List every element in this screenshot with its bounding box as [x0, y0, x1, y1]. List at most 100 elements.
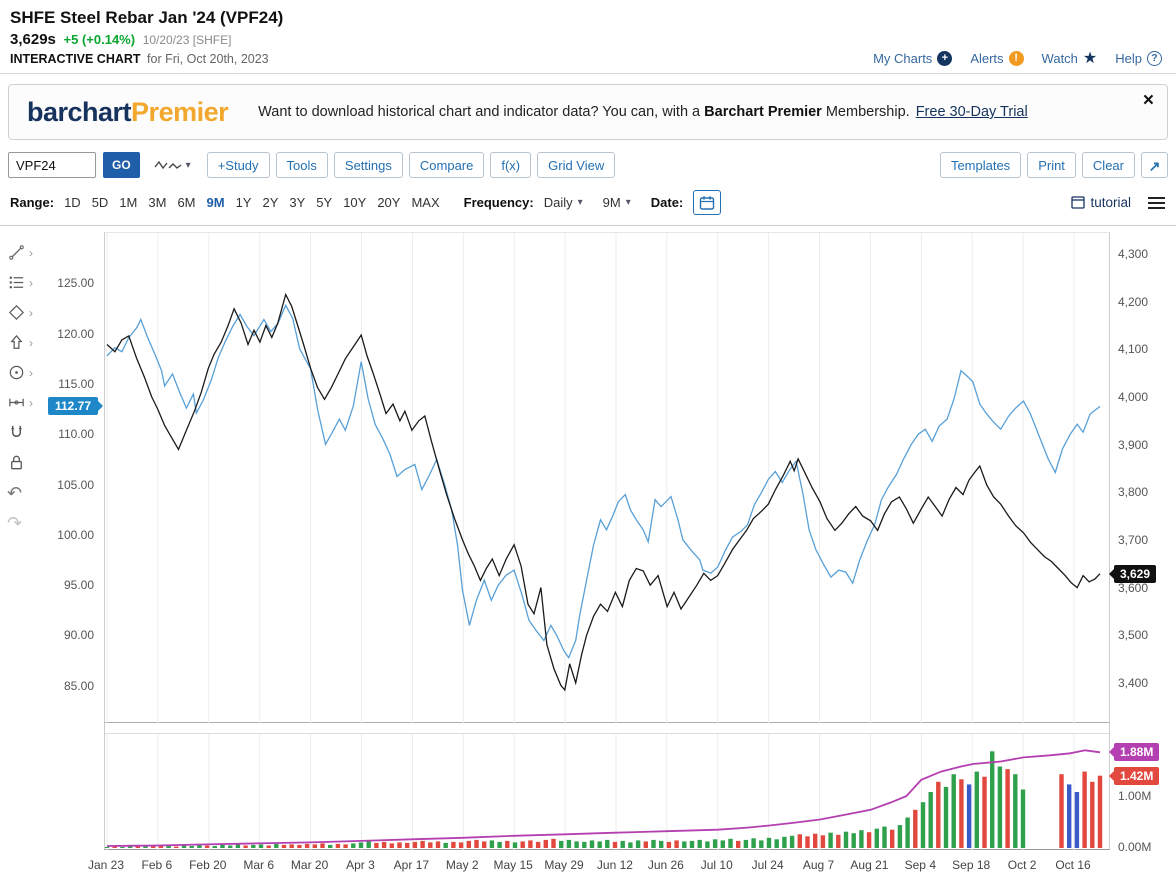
range-label: Range:	[10, 195, 55, 210]
volume-panel[interactable]	[105, 733, 1109, 850]
calendar-icon	[700, 195, 715, 210]
magnet-tool[interactable]	[7, 422, 33, 443]
help-link[interactable]: Help?	[1115, 51, 1162, 66]
shapes-tool[interactable]: ›	[7, 302, 33, 323]
toolbar-f-x--button[interactable]: f(x)	[490, 152, 532, 178]
toolbar-templates-button[interactable]: Templates	[939, 152, 1022, 178]
toolbar-print-button[interactable]: Print	[1027, 152, 1076, 178]
fibonacci-tool[interactable]: ›	[7, 272, 33, 293]
redo-button[interactable]: ↷	[7, 512, 33, 533]
barchart-premier-logo: barchartPremier	[27, 97, 229, 128]
help-label: Help	[1115, 51, 1142, 66]
range-1d[interactable]: 1D	[64, 195, 81, 210]
range-10y[interactable]: 10Y	[343, 195, 367, 210]
range-max[interactable]: MAX	[411, 195, 440, 210]
x-axis-label: Apr 3	[346, 858, 375, 872]
trendline-tool[interactable]: ›	[7, 242, 33, 263]
banner-text-post: Membership.	[821, 104, 914, 120]
toolbar-right-buttons: Templates Print Clear	[939, 152, 1135, 178]
go-button[interactable]: GO	[103, 152, 140, 178]
ellipse-tool[interactable]: ›	[7, 362, 33, 383]
arrow-tool[interactable]: ›	[7, 332, 33, 353]
right-price-axis: 4,300 4,200 4,100 4,000 3,900 3,800 3,700 3,600…	[1112, 233, 1174, 723]
x-axis-label: Oct 16	[1055, 858, 1091, 872]
premier-banner: barchartPremier Want to download histori…	[8, 84, 1168, 140]
undo-button[interactable]: ↶	[7, 482, 33, 503]
x-axis-label: May 29	[544, 858, 584, 872]
range-bar: Range: 1D 5D 1M 3M 6M 9M 1Y 2Y 3Y 5Y 10Y 20Y MAX Fre…	[0, 184, 1176, 226]
free-trial-link[interactable]: Free 30-Day Trial	[915, 104, 1028, 120]
left-axis-label: 105.00	[57, 477, 94, 492]
lock-tool[interactable]	[7, 452, 33, 473]
range-5y[interactable]: 5Y	[316, 195, 333, 210]
range-2y[interactable]: 2Y	[262, 195, 279, 210]
close-icon[interactable]: ×	[1142, 90, 1154, 111]
toolbar-compare-button[interactable]: Compare	[408, 152, 485, 178]
range-1y[interactable]: 1Y	[235, 195, 252, 210]
toolbar-buttons: +Study Tools Settings Compare f(x) Grid View	[206, 152, 616, 178]
watch-link[interactable]: Watch ★	[1042, 50, 1098, 66]
volume-axis: 1.00M 0.00M	[1112, 733, 1174, 854]
left-axis-label: 100.00	[57, 527, 94, 542]
x-axis-label: May 2	[445, 858, 479, 872]
toolbar-grid-view-button[interactable]: Grid View	[537, 152, 616, 178]
alerts-link[interactable]: Alerts!	[970, 51, 1024, 66]
x-axis-label: Jul 24	[751, 858, 784, 872]
last-price: 3,629s	[10, 31, 56, 48]
chevron-down-icon: ▾	[625, 197, 631, 208]
banner-text-bold: Barchart Premier	[704, 104, 822, 120]
toolbar--study-button[interactable]: +Study	[206, 152, 270, 178]
price-chart-canvas[interactable]	[105, 233, 1109, 723]
expand-chart-button[interactable]: ↗	[1141, 152, 1168, 178]
volume-canvas[interactable]	[105, 734, 1109, 851]
chart-date: for Fri, Oct 20th, 2023	[147, 52, 269, 66]
x-axis-label: Aug 21	[850, 858, 889, 872]
range-1m[interactable]: 1M	[119, 195, 138, 210]
open-interest-badge: 1.88M	[1108, 743, 1160, 762]
chevron-right-icon: ›	[29, 365, 33, 380]
x-axis-label: Feb 20	[189, 858, 227, 872]
range-20y[interactable]: 20Y	[377, 195, 401, 210]
right-axis-label: 4,100	[1118, 342, 1149, 357]
menu-icon[interactable]	[1147, 196, 1166, 210]
range-9m[interactable]: 9M	[206, 195, 225, 210]
range-5d[interactable]: 5D	[91, 195, 109, 210]
tutorial-label: tutorial	[1090, 195, 1131, 210]
symbol-input[interactable]	[8, 152, 96, 178]
left-axis-label: 110.00	[58, 427, 94, 442]
x-axis-label: May 15	[493, 858, 533, 872]
banner-text: Want to download historical chart and in…	[258, 104, 1028, 120]
range-3y[interactable]: 3Y	[289, 195, 306, 210]
right-axis-label: 4,000	[1118, 389, 1149, 404]
chart-type-select[interactable]: ▾	[154, 158, 191, 172]
quote-row: 3,629s +5 (+0.14%) 10/20/23 [SHFE]	[10, 31, 1166, 48]
redo-icon: ↷	[7, 512, 23, 533]
question-circle-icon: ?	[1147, 51, 1162, 66]
header: SHFE Steel Rebar Jan '24 (VPF24) 3,629s …	[0, 0, 1176, 74]
date-picker-button[interactable]	[693, 190, 722, 215]
range-options: 1D 5D 1M 3M 6M 9M 1Y 2Y 3Y 5Y 10Y 20Y MAX	[64, 195, 440, 210]
right-axis-label: 3,400	[1118, 675, 1149, 690]
toolbar-clear-button[interactable]: Clear	[1081, 152, 1135, 178]
last-price-badge: 3,629	[1108, 564, 1157, 583]
range-6m[interactable]: 6M	[177, 195, 196, 210]
price-chart-plot[interactable]	[105, 233, 1109, 723]
chart-toolbar: GO ▾ +StudyToolsSettingsComparef(x)Grid …	[0, 140, 1176, 184]
period-select[interactable]: 9M ▾	[603, 195, 631, 210]
expand-arrow-icon: ↗	[1148, 158, 1161, 174]
left-axis-label: 120.00	[57, 326, 94, 341]
frequency-value: Daily	[543, 195, 573, 210]
my-charts-link[interactable]: My Charts +	[873, 51, 953, 66]
frequency-label: Frequency:	[463, 195, 534, 210]
tutorial-link[interactable]: tutorial	[1071, 195, 1131, 210]
frequency-select[interactable]: Daily ▾	[544, 195, 583, 210]
range-3m[interactable]: 3M	[148, 195, 167, 210]
x-axis-label: Apr 17	[393, 858, 430, 872]
x-axis-label: Feb 6	[141, 858, 173, 872]
alerts-label: Alerts	[970, 51, 1004, 66]
measure-tool[interactable]: ›	[7, 392, 33, 413]
x-axis-label: Oct 2	[1007, 858, 1037, 872]
toolbar-tools-button[interactable]: Tools	[275, 152, 328, 178]
toolbar-settings-button[interactable]: Settings	[333, 152, 403, 178]
right-axis-label: 3,500	[1118, 628, 1149, 643]
